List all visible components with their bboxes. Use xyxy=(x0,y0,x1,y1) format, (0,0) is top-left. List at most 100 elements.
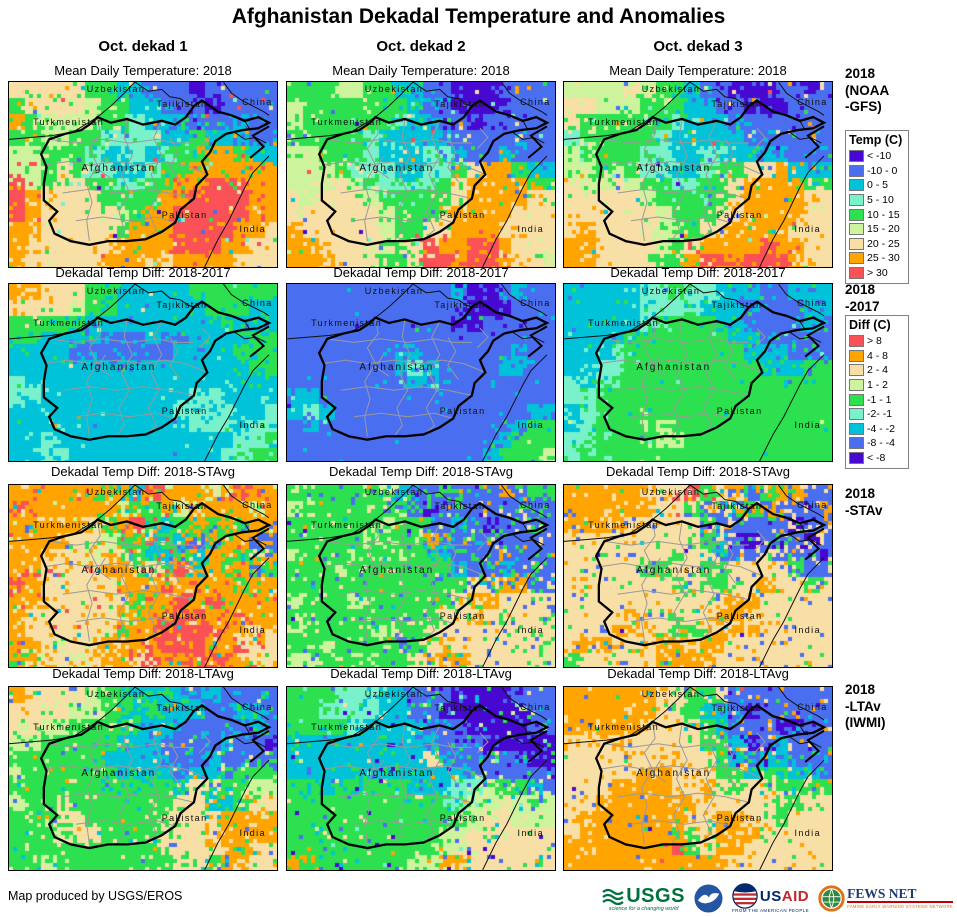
legend-swatch xyxy=(849,393,864,406)
legend-entry-label: -1 - 1 xyxy=(867,393,892,406)
usgs-logo: USGS science for a changing world xyxy=(602,885,685,912)
legend-entry: 20 - 25 xyxy=(849,237,906,252)
country-borders xyxy=(287,485,555,667)
country-label-turkmenistan: Turkmenistan xyxy=(311,317,383,328)
country-label-china: China xyxy=(520,499,551,510)
country-label-pakistan: Pakistan xyxy=(161,610,208,621)
map-panel-r4c2: Uzbekistan Tajikistan China Turkmenistan Afg… xyxy=(286,686,556,871)
legend-swatch xyxy=(849,349,864,362)
map-panel-r4c3: Uzbekistan Tajikistan China Turkmenistan Afg… xyxy=(563,686,833,871)
legend-swatch xyxy=(849,164,864,177)
panel-title: Mean Daily Temperature: 2018 xyxy=(54,63,232,78)
country-label-uzbekistan: Uzbekistan xyxy=(641,486,701,497)
country-label-uzbekistan: Uzbekistan xyxy=(86,486,146,497)
country-label-tajikistan: Tajikistan xyxy=(156,501,208,512)
country-label-tajikistan: Tajikistan xyxy=(711,501,763,512)
temperature-raster-canvas xyxy=(564,82,832,267)
country-borders xyxy=(9,82,277,267)
country-label-pakistan: Pakistan xyxy=(439,209,486,220)
map-panel-r1c3: Uzbekistan Tajikistan China Turkmenistan Afg… xyxy=(563,81,833,268)
country-label-tajikistan: Tajikistan xyxy=(156,299,208,310)
country-label-tajikistan: Tajikistan xyxy=(434,703,486,714)
country-label-afghanistan: Afghanistan xyxy=(359,361,435,373)
legend-entry: < -10 xyxy=(849,149,906,164)
map-panel-r1c2: Uzbekistan Tajikistan China Turkmenistan Afg… xyxy=(286,81,556,268)
country-label-tajikistan: Tajikistan xyxy=(434,98,486,109)
legend-entry-label: -10 - 0 xyxy=(867,164,898,177)
country-label-turkmenistan: Turkmenistan xyxy=(311,721,383,732)
figure-title: Afghanistan Dekadal Temperature and Anom… xyxy=(231,5,726,28)
fews-tagline: FAMINE EARLY WARNING SYSTEMS NETWORK xyxy=(847,904,953,909)
legend-swatch xyxy=(849,335,864,348)
legend-entry-label: -4 - -2 xyxy=(867,422,896,435)
legend-entry: > 8 xyxy=(849,334,906,349)
country-label-afghanistan: Afghanistan xyxy=(359,767,435,779)
country-label-uzbekistan: Uzbekistan xyxy=(641,285,701,296)
row-label-2018-2017: 2018 -2017 xyxy=(845,282,880,314)
country-label-pakistan: Pakistan xyxy=(161,406,208,417)
legend-entry-label: 1 - 2 xyxy=(867,379,889,392)
country-label-afghanistan: Afghanistan xyxy=(81,565,157,577)
legend-swatch xyxy=(849,364,864,377)
credit-text: Map produced by USGS/EROS xyxy=(8,889,183,903)
legend-entry: 4 - 8 xyxy=(849,349,906,364)
panel-title: Dekadal Temp Diff: 2018-LTAvg xyxy=(52,666,234,681)
country-label-china: China xyxy=(797,701,828,712)
legend-swatch xyxy=(849,437,864,450)
legend-swatch xyxy=(849,223,864,236)
country-label-china: China xyxy=(797,96,828,107)
country-borders xyxy=(564,82,832,267)
legend-entry-label: > 8 xyxy=(867,335,882,348)
legend-title-diff: Diff (C) xyxy=(849,318,891,332)
legend-entry: 2 - 4 xyxy=(849,363,906,378)
legend-swatch xyxy=(849,379,864,392)
legend-entry-label: < -10 xyxy=(867,150,892,163)
country-label-india: India xyxy=(517,625,544,636)
legend-entry-label: 15 - 20 xyxy=(867,223,900,236)
country-label-china: China xyxy=(242,96,273,107)
country-borders xyxy=(287,284,555,461)
country-label-india: India xyxy=(517,224,544,235)
temperature-raster-canvas xyxy=(564,687,832,870)
country-label-china: China xyxy=(520,298,551,309)
country-label-india: India xyxy=(794,827,821,838)
map-panel-r2c3: Uzbekistan Tajikistan China Turkmenistan Afg… xyxy=(563,283,833,462)
legend-entry: -8 - -4 xyxy=(849,436,906,451)
country-borders xyxy=(9,485,277,667)
panel-title: Dekadal Temp Diff: 2018-LTAvg xyxy=(330,666,512,681)
country-label-pakistan: Pakistan xyxy=(716,813,763,824)
legend-entry: > 30 xyxy=(849,266,906,281)
country-label-uzbekistan: Uzbekistan xyxy=(86,83,146,94)
country-label-uzbekistan: Uzbekistan xyxy=(364,688,424,699)
country-label-india: India xyxy=(239,224,266,235)
panel-title: Dekadal Temp Diff: 2018-2017 xyxy=(333,265,509,280)
legend-entry: < -8 xyxy=(849,451,906,466)
panel-title: Dekadal Temp Diff: 2018-LTAvg xyxy=(607,666,789,681)
panel-title: Mean Daily Temperature: 2018 xyxy=(332,63,510,78)
country-label-india: India xyxy=(239,827,266,838)
legend-entry-label: 5 - 10 xyxy=(867,194,894,207)
fews-globe-icon xyxy=(818,884,845,912)
country-label-afghanistan: Afghanistan xyxy=(359,163,435,175)
country-label-tajikistan: Tajikistan xyxy=(711,98,763,109)
country-label-china: China xyxy=(242,701,273,712)
map-panel-r4c1: Uzbekistan Tajikistan China Turkmenistan Afg… xyxy=(8,686,278,871)
country-label-turkmenistan: Turkmenistan xyxy=(588,519,660,530)
country-label-turkmenistan: Turkmenistan xyxy=(588,721,660,732)
country-borders xyxy=(287,687,555,870)
temperature-raster-canvas xyxy=(564,485,832,667)
column-header-dekad-2: Oct. dekad 2 xyxy=(376,38,466,55)
country-label-india: India xyxy=(517,827,544,838)
map-panel-r3c1: Uzbekistan Tajikistan China Turkmenistan Afg… xyxy=(8,484,278,668)
country-borders xyxy=(564,687,832,870)
legend-entry: -2- -1 xyxy=(849,407,906,422)
country-label-uzbekistan: Uzbekistan xyxy=(86,285,146,296)
country-label-turkmenistan: Turkmenistan xyxy=(588,317,660,328)
temperature-raster-canvas xyxy=(9,82,277,267)
legend-entry: -4 - -2 xyxy=(849,422,906,437)
legend-swatch xyxy=(849,267,864,280)
panel-title: Dekadal Temp Diff: 2018-STAvg xyxy=(50,464,236,479)
map-panel-r2c1: Uzbekistan Tajikistan China Turkmenistan Afg… xyxy=(8,283,278,462)
legend-entry-label: 0 - 5 xyxy=(867,179,889,192)
